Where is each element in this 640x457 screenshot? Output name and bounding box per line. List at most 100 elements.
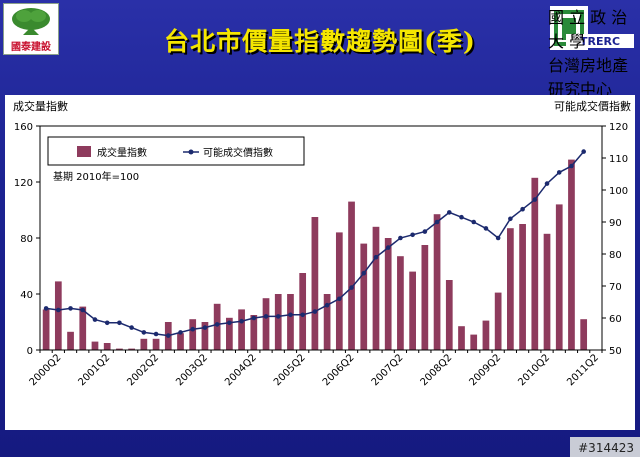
x-tick-label: 2008Q2 xyxy=(419,352,455,388)
price-point xyxy=(361,270,367,276)
price-point xyxy=(80,307,86,313)
price-point xyxy=(422,229,428,234)
price-point xyxy=(385,245,391,250)
price-point xyxy=(165,333,171,338)
left-tick-label: 160 xyxy=(14,122,33,133)
price-point xyxy=(459,214,464,220)
price-point xyxy=(190,326,196,332)
volume-bars xyxy=(42,159,588,350)
legend-line-label: 可能成交價指數 xyxy=(203,146,273,159)
price-point xyxy=(43,306,49,311)
x-tick-label: 2009Q2 xyxy=(467,352,503,388)
price-point xyxy=(483,226,489,231)
price-point xyxy=(214,322,220,327)
volume-bar xyxy=(79,306,87,350)
left-tick-label: 40 xyxy=(20,290,33,301)
volume-bar xyxy=(445,280,453,350)
volume-bar xyxy=(555,204,563,350)
legend-bar-label: 成交量指數 xyxy=(97,146,147,159)
price-point xyxy=(263,314,269,319)
x-tick-label: 2007Q2 xyxy=(370,352,406,388)
price-line xyxy=(43,149,586,338)
price-point xyxy=(471,219,477,225)
volume-bar xyxy=(421,245,429,350)
volume-bar xyxy=(262,298,270,350)
x-tick-label: 2006Q2 xyxy=(321,352,357,388)
volume-bar xyxy=(494,292,502,350)
right-tick-label: 50 xyxy=(609,346,622,357)
volume-bar xyxy=(568,159,575,350)
trerc-logo-icon: TRERC xyxy=(550,6,634,50)
volume-bar xyxy=(360,243,368,350)
price-point xyxy=(349,285,354,290)
volume-bar xyxy=(54,281,62,350)
trerc-org-line1: 國 立 政 治 大 學 xyxy=(548,8,628,51)
price-point xyxy=(129,325,134,330)
tree-icon xyxy=(12,8,50,35)
right-tick-label: 70 xyxy=(609,282,622,293)
volume-bar xyxy=(189,319,197,350)
right-tick-label: 80 xyxy=(609,250,622,261)
volume-bar xyxy=(531,177,539,350)
trerc-org-line2: 台灣房地產研究中心 xyxy=(548,56,629,99)
price-point xyxy=(373,254,379,260)
right-tick-label: 60 xyxy=(609,314,622,325)
price-point xyxy=(446,210,452,215)
volume-bar xyxy=(519,224,526,350)
volume-bar xyxy=(458,326,465,350)
right-tick-label: 110 xyxy=(609,154,628,165)
trerc-org-name: 國 立 政 治 大 學 台灣房地產研究中心 xyxy=(548,4,636,99)
volume-bar xyxy=(274,294,282,350)
volume-bar xyxy=(384,238,392,350)
volume-bar xyxy=(335,232,343,350)
volume-bar xyxy=(311,217,319,350)
volume-bar xyxy=(67,331,74,350)
x-tick-label: 2000Q2 xyxy=(28,352,64,388)
volume-bar xyxy=(507,228,514,350)
left-tick-label: 120 xyxy=(14,178,33,189)
volume-bar xyxy=(372,226,380,350)
chart-panel: 0 40 80 120 160 50 60 70 80 90 100 110 120 2000Q2 2001… xyxy=(5,95,635,430)
price-point xyxy=(288,312,293,318)
x-tick-label: 2001Q2 xyxy=(76,352,112,388)
price-point xyxy=(520,206,525,212)
price-point xyxy=(178,330,183,335)
price-point xyxy=(410,232,415,238)
x-tick-label: 2011Q2 xyxy=(565,352,601,388)
volume-bar xyxy=(543,233,551,350)
price-point xyxy=(337,296,342,302)
price-point xyxy=(324,302,330,308)
volume-bar xyxy=(201,322,209,350)
volume-bar xyxy=(140,338,148,350)
price-point xyxy=(141,330,147,335)
price-point xyxy=(300,312,305,318)
volume-bar xyxy=(177,333,184,350)
volume-bar xyxy=(299,273,307,350)
price-point xyxy=(544,181,550,186)
price-point xyxy=(581,149,586,154)
volume-bar xyxy=(323,294,331,350)
x-tick-label: 2010Q2 xyxy=(516,352,552,388)
cathay-logo-text: 國泰建設 xyxy=(11,42,51,53)
volume-bar xyxy=(116,348,123,350)
price-point xyxy=(532,197,538,202)
legend-line-marker xyxy=(188,149,194,155)
volume-bar xyxy=(42,309,50,350)
volume-bar xyxy=(397,256,404,350)
left-tick-label: 80 xyxy=(20,234,33,245)
volume-bar xyxy=(226,317,233,350)
price-point xyxy=(68,306,73,311)
volume-bar xyxy=(433,214,441,350)
price-point xyxy=(117,320,122,326)
volume-bar xyxy=(287,294,294,350)
volume-bar xyxy=(470,334,478,350)
volume-bar xyxy=(103,343,111,350)
volume-bar xyxy=(250,315,258,350)
price-point xyxy=(508,216,513,222)
price-point xyxy=(202,325,208,330)
volume-bar xyxy=(152,338,160,350)
price-point xyxy=(569,163,574,169)
x-tick-label: 2004Q2 xyxy=(223,352,259,388)
right-tick-label: 100 xyxy=(609,186,628,197)
price-point xyxy=(104,320,110,326)
